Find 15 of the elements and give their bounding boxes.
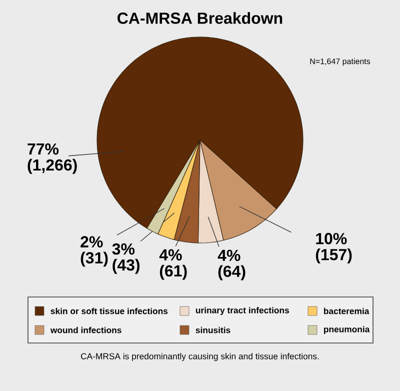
legend-label: urinary tract infections — [196, 306, 289, 316]
legend-label: wound infections — [50, 326, 122, 334]
data-label: 77% (1,266) — [28, 143, 77, 174]
chart-title: CA-MRSA Breakdown — [118, 12, 282, 24]
data-label: 10% (157) — [316, 232, 352, 264]
text: N=1,647 patients — [310, 58, 370, 66]
data-label: 4% (61) — [159, 249, 187, 280]
legend-label: sinusitis — [196, 326, 230, 334]
data-label: 3% (43) — [112, 243, 140, 274]
data-label: 2% (31) — [80, 236, 108, 267]
legend-label: bacteremia — [324, 308, 370, 314]
legend-label: skin or soft tissue infections — [50, 308, 168, 314]
text: CA-MRSA is predominantly causing skin and tissue infections. — [80, 352, 319, 362]
legend-label: pneumonia — [324, 326, 370, 334]
data-label: 4% (64) — [218, 250, 246, 280]
